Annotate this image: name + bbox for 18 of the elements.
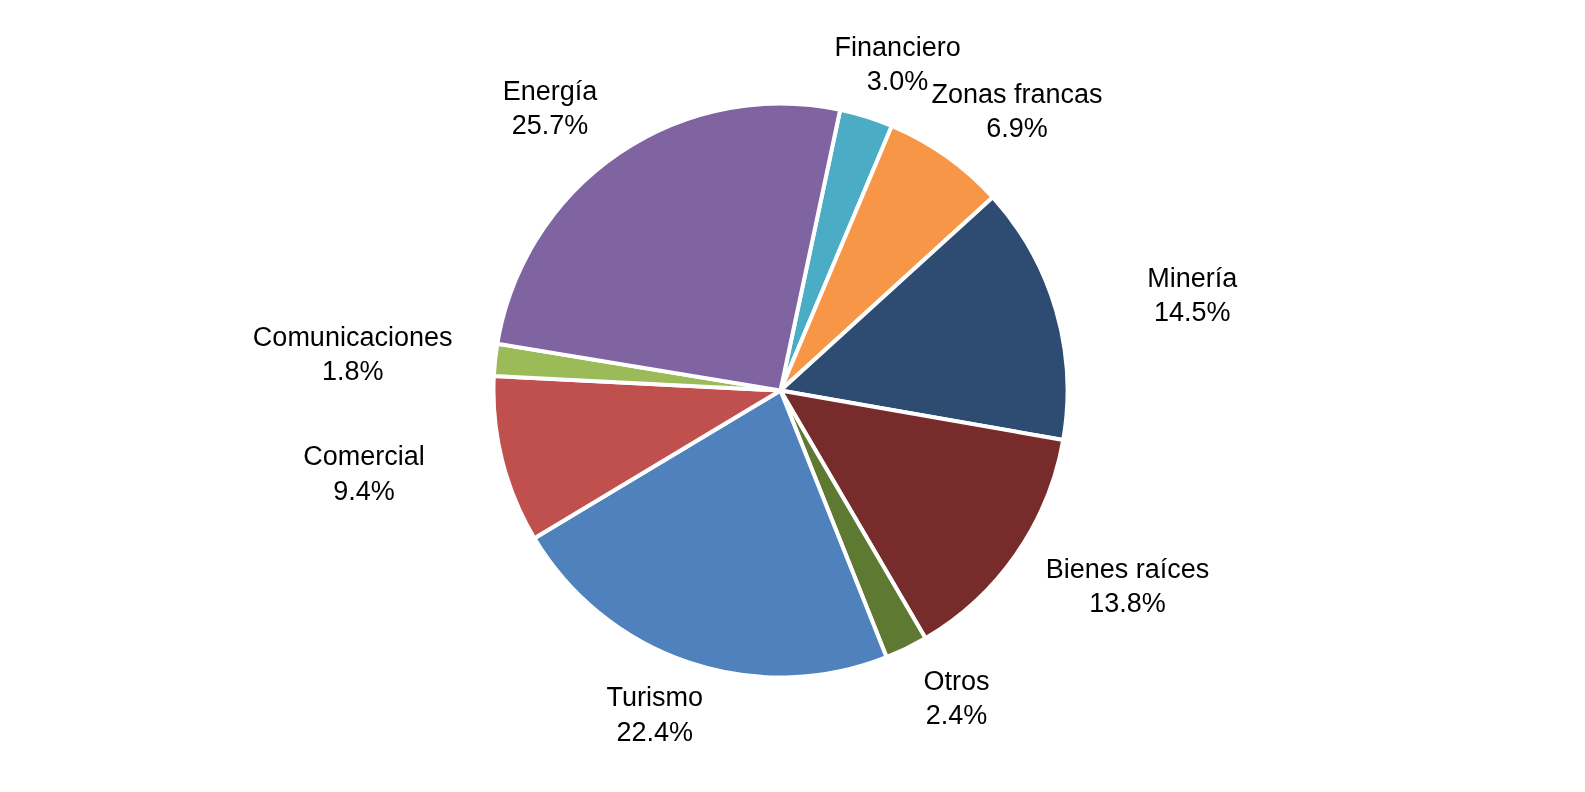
slice-label: Financiero [834,31,961,62]
slice-label: Bienes raíces [1045,553,1210,584]
slice-label: Energía [502,75,599,106]
slice-label: Zonas francas [931,78,1103,109]
data-label: 25.7% [511,110,589,141]
data-label: 3.0% [866,66,929,97]
data-label: 22.4% [616,716,693,747]
data-label: 6.9% [986,113,1048,144]
data-label: 13.8% [1089,588,1166,619]
slice-label: Comunicaciones [252,321,453,352]
slice-label: Turismo [606,682,703,713]
slice-label: Minería [1147,262,1239,293]
slice-label: Comercial [303,441,425,472]
data-label: 1.8% [321,356,384,387]
slice-label: Otros [923,665,990,696]
data-label: 9.4% [333,475,395,506]
data-label: 14.5% [1154,297,1231,328]
data-label: 2.4% [925,700,988,731]
